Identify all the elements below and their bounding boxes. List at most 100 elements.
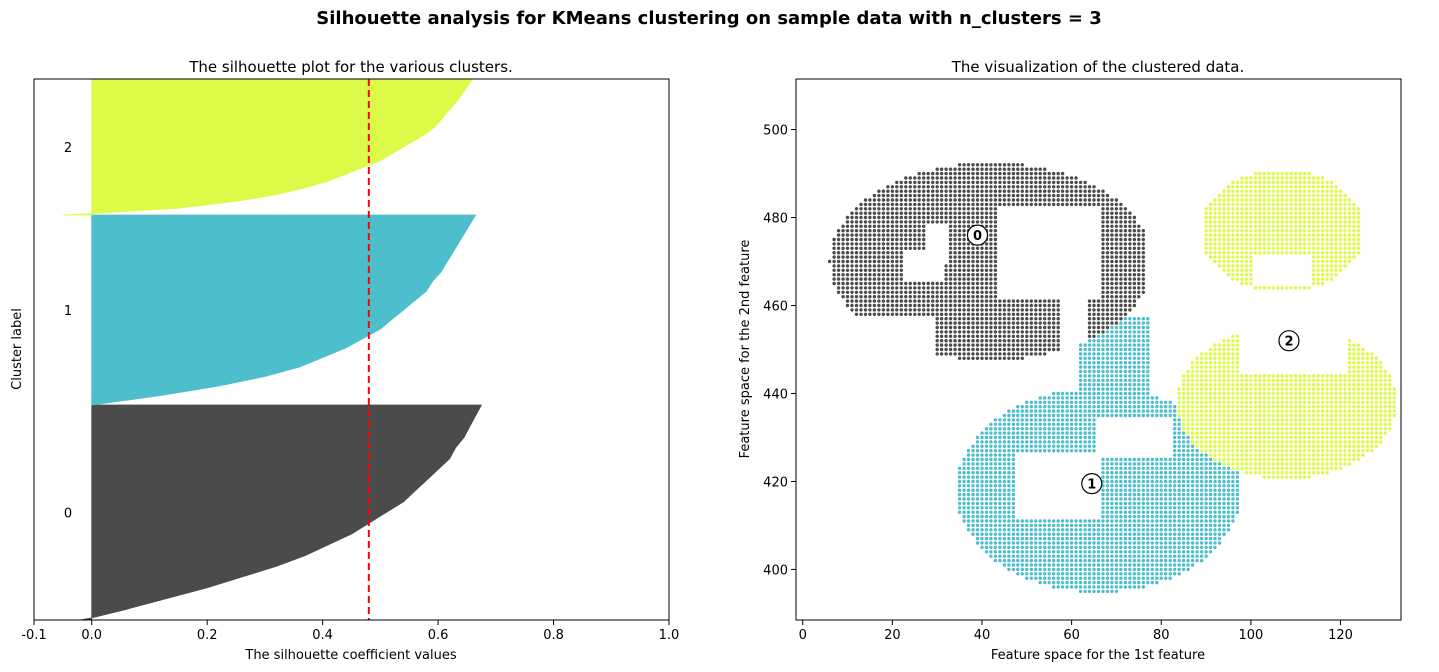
scatter-point-cluster-2 bbox=[1267, 427, 1271, 431]
scatter-point-cluster-1 bbox=[1096, 343, 1101, 347]
scatter-point-cluster-2 bbox=[1302, 387, 1307, 391]
scatter-point-cluster-0 bbox=[895, 308, 899, 312]
scatter-point-cluster-2 bbox=[1325, 427, 1329, 431]
scatter-point-cluster-0 bbox=[944, 295, 948, 299]
scatter-point-cluster-2 bbox=[1267, 453, 1271, 457]
scatter-point-cluster-1 bbox=[1087, 558, 1092, 563]
scatter-point-cluster-1 bbox=[1155, 554, 1159, 558]
scatter-point-cluster-1 bbox=[1146, 396, 1150, 400]
scatter-point-cluster-2 bbox=[1325, 422, 1329, 426]
scatter-point-cluster-1 bbox=[989, 422, 993, 426]
scatter-point-cluster-2 bbox=[1343, 418, 1347, 422]
scatter-point-cluster-2 bbox=[1267, 449, 1271, 453]
scatter-point-cluster-1 bbox=[1047, 405, 1051, 409]
scatter-point-cluster-1 bbox=[1092, 431, 1096, 435]
scatter-point-cluster-1 bbox=[1132, 330, 1137, 334]
scatter-point-cluster-1 bbox=[1060, 400, 1065, 404]
scatter-point-cluster-0 bbox=[1114, 321, 1119, 325]
scatter-point-cluster-0 bbox=[868, 286, 872, 290]
scatter-point-cluster-1 bbox=[993, 506, 998, 510]
scatter-point-cluster-1 bbox=[1069, 449, 1074, 453]
scatter-point-cluster-1 bbox=[1110, 400, 1114, 404]
scatter-point-cluster-2 bbox=[1249, 435, 1253, 440]
scatter-point-cluster-1 bbox=[1213, 484, 1217, 488]
scatter-point-cluster-0 bbox=[863, 273, 868, 277]
scatter-point-cluster-2 bbox=[1226, 242, 1231, 246]
scatter-point-cluster-1 bbox=[1105, 471, 1110, 475]
scatter-point-cluster-2 bbox=[1231, 391, 1235, 396]
scatter-point-cluster-0 bbox=[863, 290, 868, 294]
scatter-point-cluster-0 bbox=[993, 308, 998, 312]
scatter-point-cluster-1 bbox=[984, 435, 989, 440]
scatter-point-cluster-2 bbox=[1226, 211, 1231, 215]
scatter-point-cluster-0 bbox=[881, 224, 886, 228]
scatter-point-cluster-1 bbox=[1146, 514, 1150, 519]
scatter-point-cluster-0 bbox=[1002, 321, 1007, 325]
scatter-point-cluster-1 bbox=[1034, 572, 1038, 576]
scatter-point-cluster-2 bbox=[1226, 365, 1231, 369]
scatter-point-cluster-2 bbox=[1235, 378, 1240, 382]
scatter-point-cluster-1 bbox=[962, 506, 966, 510]
scatter-point-cluster-2 bbox=[1226, 383, 1231, 387]
scatter-point-cluster-1 bbox=[1173, 418, 1177, 422]
scatter-point-cluster-2 bbox=[1231, 440, 1235, 444]
scatter-point-cluster-1 bbox=[1078, 405, 1083, 409]
scatter-point-cluster-1 bbox=[1043, 449, 1047, 453]
scatter-point-cluster-2 bbox=[1280, 396, 1284, 400]
scatter-point-cluster-1 bbox=[1069, 431, 1074, 435]
scatter-panel: The visualization of the clustered data.… bbox=[738, 58, 1402, 663]
scatter-point-cluster-1 bbox=[1217, 528, 1222, 532]
scatter-point-cluster-0 bbox=[877, 224, 881, 228]
scatter-point-cluster-0 bbox=[971, 317, 975, 321]
scatter-point-cluster-1 bbox=[1114, 506, 1119, 510]
scatter-point-cluster-1 bbox=[966, 501, 971, 506]
scatter-point-cluster-0 bbox=[939, 352, 944, 356]
scatter-point-cluster-2 bbox=[1195, 361, 1199, 365]
scatter-point-cluster-1 bbox=[1235, 488, 1240, 492]
scatter-point-cluster-0 bbox=[854, 242, 859, 246]
scatter-point-cluster-2 bbox=[1374, 418, 1379, 422]
scatter-point-cluster-1 bbox=[1083, 563, 1087, 567]
scatter-point-cluster-1 bbox=[1002, 435, 1007, 440]
scatter-point-cluster-2 bbox=[1325, 273, 1329, 277]
scatter-point-cluster-1 bbox=[1137, 497, 1141, 501]
scatter-point-cluster-1 bbox=[1181, 440, 1186, 444]
scatter-point-cluster-0 bbox=[939, 215, 944, 220]
scatter-point-cluster-2 bbox=[1352, 383, 1356, 387]
scatter-point-cluster-2 bbox=[1329, 409, 1334, 413]
scatter-point-cluster-0 bbox=[948, 273, 953, 277]
scatter-point-cluster-2 bbox=[1329, 440, 1334, 444]
scatter-point-cluster-1 bbox=[1047, 435, 1051, 440]
scatter-point-cluster-2 bbox=[1240, 453, 1244, 457]
scatter-point-cluster-1 bbox=[1101, 413, 1105, 418]
scatter-point-cluster-2 bbox=[1195, 413, 1199, 418]
scatter-point-cluster-1 bbox=[1199, 462, 1204, 466]
scatter-point-cluster-1 bbox=[1141, 514, 1146, 519]
scatter-point-cluster-1 bbox=[989, 501, 993, 506]
scatter-point-cluster-2 bbox=[1361, 361, 1365, 365]
scatter-point-cluster-0 bbox=[1128, 281, 1132, 286]
scatter-point-cluster-0 bbox=[971, 281, 975, 286]
scatter-point-cluster-2 bbox=[1294, 233, 1298, 237]
scatter-point-cluster-2 bbox=[1356, 220, 1361, 224]
scatter-point-cluster-1 bbox=[1092, 400, 1096, 404]
scatter-point-cluster-1 bbox=[1164, 488, 1168, 492]
scatter-point-cluster-0 bbox=[917, 229, 921, 233]
scatter-point-cluster-2 bbox=[1298, 427, 1302, 431]
scatter-point-cluster-1 bbox=[1137, 325, 1141, 330]
scatter-point-cluster-0 bbox=[922, 290, 926, 294]
scatter-point-cluster-2 bbox=[1262, 220, 1267, 224]
scatter-point-cluster-0 bbox=[868, 220, 872, 224]
scatter-point-cluster-2 bbox=[1379, 391, 1383, 396]
scatter-point-cluster-0 bbox=[872, 281, 877, 286]
scatter-point-cluster-2 bbox=[1195, 391, 1199, 396]
scatter-point-cluster-1 bbox=[1065, 558, 1069, 563]
scatter-point-cluster-0 bbox=[895, 281, 899, 286]
scatter-point-cluster-1 bbox=[1047, 523, 1051, 528]
scatter-point-cluster-1 bbox=[1168, 466, 1172, 470]
scatter-point-cluster-1 bbox=[989, 554, 993, 558]
scatter-point-cluster-2 bbox=[1253, 374, 1258, 378]
scatter-point-cluster-1 bbox=[1105, 374, 1110, 378]
scatter-point-cluster-1 bbox=[1155, 396, 1159, 400]
scatter-point-cluster-0 bbox=[854, 286, 859, 290]
